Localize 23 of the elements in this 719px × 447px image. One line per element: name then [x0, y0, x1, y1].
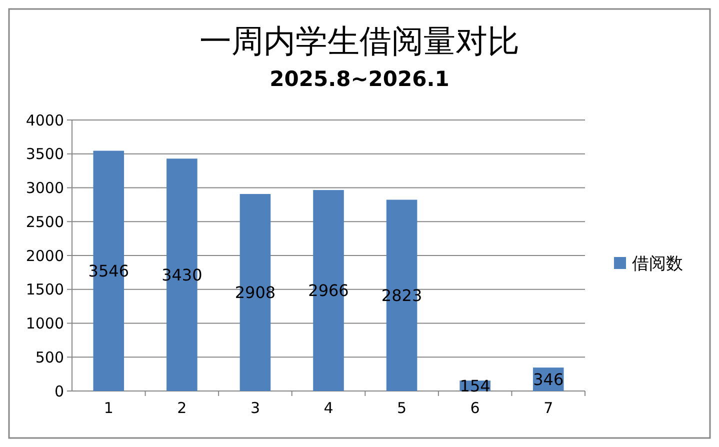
y-tick-label: 4000	[26, 111, 64, 130]
x-tick-label: 6	[470, 399, 480, 417]
y-tick-label: 2000	[26, 246, 64, 265]
legend-label: 借阅数	[632, 254, 683, 274]
x-tick-label: 1	[104, 399, 114, 417]
y-tick-label: 2500	[26, 212, 64, 231]
x-tick-label: 3	[250, 399, 260, 417]
y-tick-label: 1500	[26, 280, 64, 299]
x-tick-label: 5	[397, 399, 407, 417]
data-label: 154	[460, 376, 490, 396]
data-label: 2908	[234, 283, 276, 302]
y-tick-label: 0	[54, 382, 64, 400]
x-tick-label: 7	[544, 399, 554, 417]
chart-subtitle: 2025.8~2026.1	[270, 67, 450, 91]
x-tick-label: 2	[177, 399, 187, 417]
data-label: 346	[533, 370, 564, 389]
chart-title: 一周内学生借阅量对比	[200, 22, 520, 60]
y-tick-label: 500	[35, 348, 64, 366]
y-tick-label: 3500	[26, 145, 64, 164]
y-tick-label: 3000	[26, 179, 64, 197]
x-tick-label: 4	[324, 399, 334, 417]
y-tick-label: 1000	[26, 314, 64, 332]
data-label: 2966	[308, 281, 349, 300]
